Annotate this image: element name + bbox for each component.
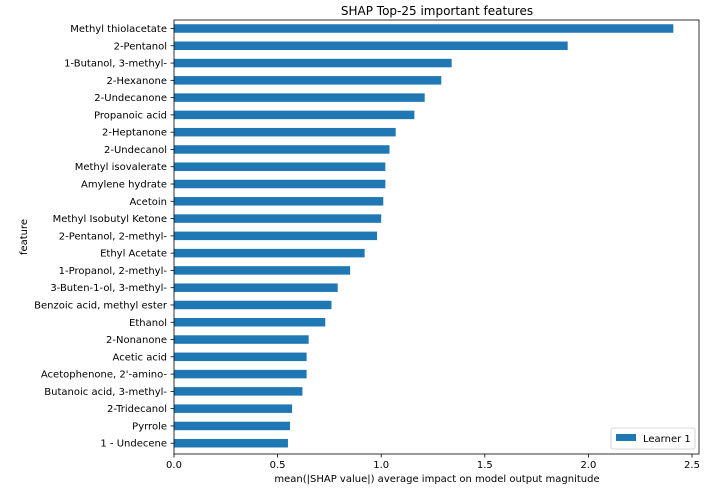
legend: Learner 1: [610, 427, 696, 450]
y-tick-label: Amylene hydrate: [81, 180, 167, 191]
y-tick-label: 2-Tridecanol: [107, 404, 167, 415]
legend-box: [610, 427, 696, 450]
y-tick-label: 2-Undecanone: [94, 93, 167, 104]
bar: [174, 300, 332, 310]
y-tick-label: 1 - Undecene: [100, 439, 167, 450]
y-tick-label: 1-Butanol, 3-methyl-: [64, 59, 167, 70]
bar: [174, 404, 293, 413]
bar: [174, 197, 384, 206]
bar: [174, 127, 396, 137]
bar: [174, 438, 288, 448]
y-tick-label: 3-Buten-1-ol, 3-methyl-: [50, 283, 167, 294]
bar: [174, 266, 351, 275]
y-tick-label: Methyl thiolacetate: [70, 24, 167, 35]
bar: [174, 24, 674, 33]
x-ticks: 0.0 0.5 1.0 1.5 2.0 2.5: [166, 454, 700, 471]
bar: [174, 179, 386, 189]
bar: [174, 231, 378, 241]
y-tick-label: Ethanol: [129, 318, 167, 329]
bar: [174, 76, 442, 85]
plot-frame: [173, 19, 700, 455]
y-tick-label: Acetic acid: [113, 352, 167, 363]
x-axis-label: mean(|SHAP value|) average impact on mod…: [274, 474, 599, 485]
bar: [174, 352, 307, 362]
y-tick-label: 2-Heptanone: [102, 128, 167, 139]
bar: [174, 387, 303, 396]
y-tick-label: Benzoic acid, methyl ester: [34, 300, 168, 311]
bar: [174, 41, 568, 51]
y-tick-labels: Methyl thiolacetate 2-Pentanol 1-Butanol, …: [34, 24, 174, 450]
y-tick-label: Butanoic acid, 3-methyl-: [44, 387, 167, 398]
y-tick-label: Pyrrole: [132, 421, 167, 432]
bar: [174, 110, 415, 120]
bar: [174, 421, 291, 431]
bar: [174, 248, 365, 258]
bar: [174, 145, 390, 154]
x-tick-label: 2.5: [684, 460, 700, 471]
bar: [174, 318, 326, 327]
y-axis-label: feature: [19, 219, 30, 255]
legend-label: Learner 1: [643, 434, 691, 445]
bar: [174, 335, 309, 344]
bar: [174, 283, 338, 292]
y-tick-label: 2-Pentanol, 2-methyl-: [59, 231, 168, 242]
bar: [174, 58, 452, 68]
y-tick-label: Propanoic acid: [94, 110, 167, 121]
y-tick-label: 2-Nonanone: [106, 335, 167, 346]
bar: [174, 369, 307, 379]
y-tick-label: Ethyl Acetate: [100, 249, 167, 260]
bars-group: [174, 24, 674, 448]
y-tick-label: Methyl isovalerate: [75, 162, 167, 173]
y-tick-label: Acetophenone, 2'-amino-: [41, 370, 168, 381]
bar: [174, 162, 386, 171]
y-tick-label: 2-Undecanol: [104, 145, 167, 156]
x-tick-label: 0.5: [270, 460, 286, 471]
x-tick-label: 2.0: [580, 460, 596, 471]
bar: [174, 93, 425, 102]
x-tick-label: 1.5: [477, 460, 493, 471]
y-tick-label: 2-Hexanone: [107, 76, 167, 87]
y-tick-label: 2-Pentanol: [114, 41, 167, 52]
bar: [174, 214, 382, 223]
y-tick-label: 1-Propanol, 2-methyl-: [59, 266, 168, 277]
legend-swatch: [616, 434, 636, 441]
y-tick-label: Acetoin: [130, 197, 167, 208]
y-tick-label: Methyl Isobutyl Ketone: [53, 214, 167, 225]
x-tick-label: 1.0: [373, 460, 389, 471]
x-tick-label: 0.0: [166, 460, 182, 471]
chart-title: SHAP Top-25 important features: [341, 4, 533, 18]
